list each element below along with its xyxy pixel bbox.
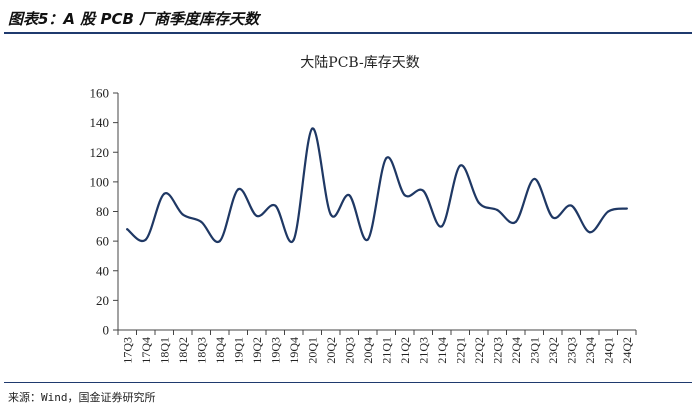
x-tick-label: 22Q1 [453,337,467,364]
y-tick-label: 60 [96,234,109,249]
data-point [163,192,166,195]
x-tick-label: 23Q1 [527,337,541,364]
x-tick-label: 23Q4 [583,337,597,364]
y-axis: 0 20 40 60 80 100 120 140 160 [90,86,119,338]
x-tick-label: 20Q1 [305,337,319,364]
x-tick-label: 20Q4 [361,337,375,364]
y-tick-label: 140 [90,115,110,130]
x-tick-label: 20Q2 [324,337,338,364]
series-layer [126,127,628,244]
series-line [126,127,628,244]
x-axis: 17Q3 17Q4 18Q1 18Q2 18Q3 18Q4 19Q1 19Q2 19Q3 19Q4… [117,329,637,364]
data-point [329,213,332,216]
data-point [477,201,480,204]
data-point [403,194,406,197]
data-point [570,204,573,207]
chart-title: 大陆PCB-库存天数 [300,55,419,71]
data-point [385,157,388,160]
data-point [218,240,221,243]
data-point [551,216,554,219]
data-point [181,213,184,216]
x-tick-label: 21Q3 [416,337,430,364]
y-tick-label: 40 [96,263,109,278]
y-tick-label: 20 [96,293,109,308]
data-point [126,228,129,231]
y-tick-label: 80 [96,204,109,219]
x-tick-label: 19Q2 [250,337,264,364]
y-tick-label: 120 [90,145,110,160]
x-tick-label: 23Q3 [564,337,578,364]
data-point [274,204,277,207]
data-point [348,194,351,197]
data-point [533,177,536,181]
data-point [200,220,203,223]
x-tick-label: 24Q1 [601,337,615,364]
footer-rule [4,382,692,383]
x-tick-label: 22Q2 [472,337,486,364]
data-point [440,225,443,228]
x-tick-label: 20Q3 [342,337,356,364]
x-tick-label: 17Q4 [139,337,153,364]
data-point [144,238,147,241]
data-point [366,238,369,241]
caption-rule [4,32,692,34]
data-point [292,238,295,241]
x-tick-label: 18Q3 [194,337,208,364]
x-tick-label: 24Q2 [620,337,634,364]
data-point [514,220,517,223]
x-tick-label: 19Q4 [287,337,301,364]
x-tick-label: 17Q3 [120,337,134,364]
y-tick-label: 160 [90,86,110,101]
data-point [255,214,258,218]
x-tick-label: 22Q4 [509,337,523,364]
x-tick-label: 21Q1 [379,337,393,364]
x-tick-label: 21Q2 [398,337,412,364]
data-point [422,189,425,192]
x-tick-label: 21Q4 [435,337,449,364]
x-tick-label: 19Q1 [231,337,245,364]
x-tick-label: 18Q4 [213,337,227,364]
x-tick-label: 18Q1 [157,337,171,364]
data-point [459,164,462,167]
x-tick-label: 23Q2 [546,337,560,364]
source-note: 来源：Wind，国金证券研究所 [8,391,156,404]
x-tick-label: 19Q3 [268,337,282,364]
data-point [588,231,591,234]
data-point [237,188,240,191]
y-tick-label: 0 [103,323,110,338]
figure-caption: 图表5：A 股 PCB 厂商季度库存天数 [8,10,260,28]
data-point [607,210,610,213]
data-point [625,207,628,210]
y-tick-label: 100 [90,174,110,189]
data-point [496,208,499,212]
data-point [311,127,314,130]
x-tick-label: 22Q3 [490,337,504,364]
x-tick-label: 18Q2 [176,337,190,364]
